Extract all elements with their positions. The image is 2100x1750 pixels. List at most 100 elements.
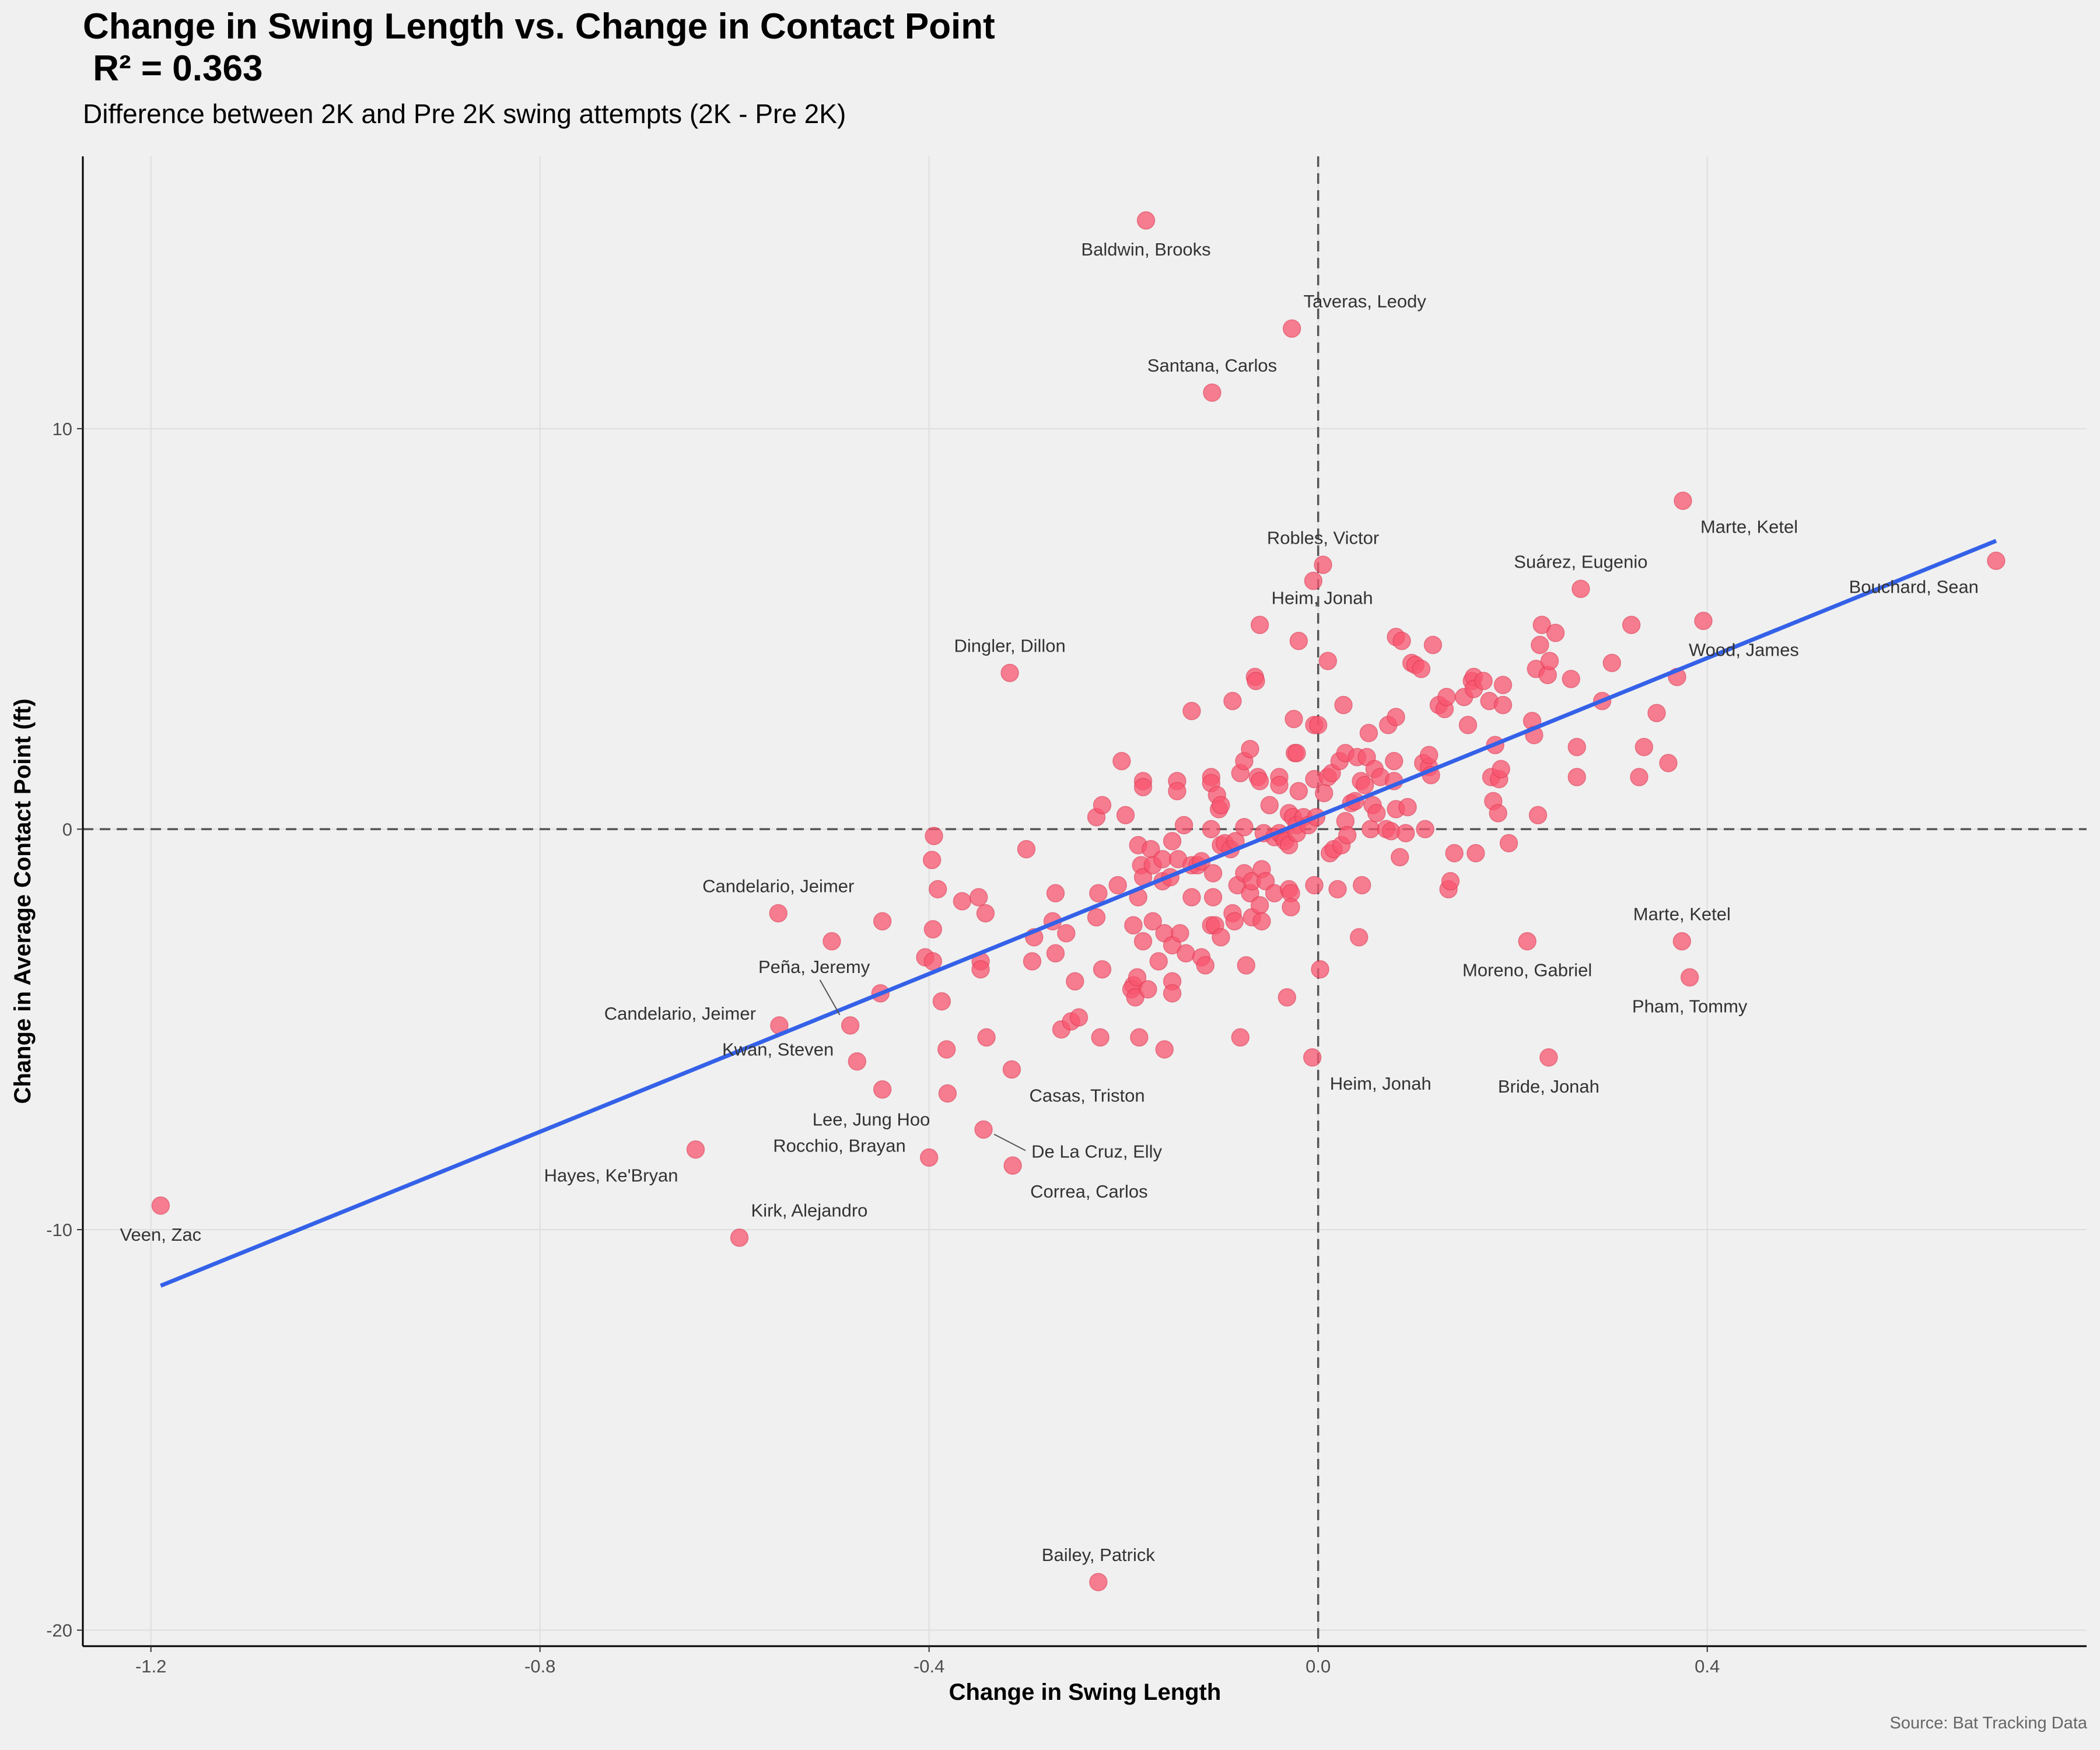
data-point bbox=[1349, 928, 1368, 947]
data-point bbox=[1338, 825, 1357, 845]
data-point bbox=[1163, 984, 1182, 1003]
data-point bbox=[1093, 796, 1112, 814]
data-point bbox=[1171, 924, 1189, 943]
data-point bbox=[1069, 1008, 1088, 1027]
labeled-data-point bbox=[974, 1120, 993, 1139]
data-point bbox=[1203, 864, 1223, 883]
data-point bbox=[1396, 824, 1415, 843]
labeled-data-point bbox=[1003, 1156, 1022, 1175]
data-point bbox=[1437, 688, 1456, 706]
labeled-data-point bbox=[1282, 319, 1301, 338]
data-point bbox=[1532, 615, 1551, 635]
labeled-data-point bbox=[1674, 491, 1692, 510]
data-point bbox=[1133, 778, 1153, 797]
data-point bbox=[1334, 695, 1353, 715]
data-point bbox=[969, 888, 988, 907]
data-point bbox=[1314, 783, 1334, 803]
labeled-data-point bbox=[730, 1228, 749, 1247]
data-point bbox=[1546, 624, 1565, 642]
labeled-data-point bbox=[938, 1084, 957, 1103]
point-label: De La Cruz, Elly bbox=[1031, 1141, 1162, 1161]
y-axis-ticks: -20 -10 0 10 bbox=[46, 419, 83, 1641]
data-point bbox=[1182, 888, 1201, 907]
data-point bbox=[1311, 960, 1329, 979]
data-point bbox=[1489, 804, 1507, 822]
data-point bbox=[1091, 1028, 1110, 1047]
data-point bbox=[1634, 737, 1654, 757]
data-point bbox=[1203, 888, 1223, 907]
data-point bbox=[1023, 952, 1042, 971]
data-point bbox=[1260, 796, 1279, 814]
labeled-data-point bbox=[1672, 932, 1692, 951]
data-point bbox=[922, 850, 942, 870]
data-point bbox=[1196, 956, 1215, 975]
data-point bbox=[1250, 896, 1269, 915]
data-point bbox=[1116, 806, 1135, 825]
data-point bbox=[1385, 751, 1404, 771]
data-point bbox=[1659, 754, 1678, 772]
labeled-data-point bbox=[1987, 551, 2006, 570]
y-tick-label: 0 bbox=[62, 819, 72, 839]
data-point bbox=[1567, 737, 1586, 757]
point-label: Kirk, Alejandro bbox=[751, 1200, 868, 1221]
data-point bbox=[1143, 912, 1162, 931]
data-point bbox=[1355, 776, 1374, 794]
data-point bbox=[1225, 912, 1244, 931]
data-point bbox=[1087, 908, 1106, 927]
data-point bbox=[971, 960, 990, 979]
data-point bbox=[873, 912, 892, 931]
data-point bbox=[1128, 968, 1147, 987]
x-tick-label: -0.8 bbox=[524, 1656, 555, 1676]
data-point bbox=[1093, 960, 1112, 979]
point-label: Casas, Triston bbox=[1029, 1085, 1144, 1105]
data-point bbox=[1445, 844, 1464, 863]
data-point bbox=[1412, 660, 1431, 678]
point-label: Peña, Jeremy bbox=[758, 957, 870, 977]
data-point bbox=[1287, 744, 1306, 762]
data-point bbox=[1305, 876, 1324, 895]
data-point bbox=[822, 932, 841, 951]
data-point bbox=[1252, 912, 1271, 931]
data-point bbox=[1278, 988, 1297, 1007]
point-label: Marte, Ketel bbox=[1633, 904, 1731, 925]
point-label: Taveras, Leody bbox=[1304, 291, 1427, 312]
data-point bbox=[923, 920, 943, 939]
data-point bbox=[1046, 944, 1065, 963]
point-label: Candelario, Jeimer bbox=[604, 1003, 756, 1024]
data-point bbox=[1387, 708, 1405, 726]
x-tick-label: -1.2 bbox=[135, 1656, 166, 1676]
point-label: Candelario, Jeimer bbox=[702, 876, 854, 897]
data-point bbox=[1237, 956, 1256, 975]
point-label: Moreno, Gabriel bbox=[1462, 960, 1592, 981]
source-caption: Source: Bat Tracking Data bbox=[1889, 1714, 2088, 1732]
data-point bbox=[873, 1080, 892, 1099]
chart-title: Change in Swing Length vs. Change in Con… bbox=[83, 6, 995, 89]
data-point bbox=[932, 992, 951, 1011]
data-point bbox=[976, 904, 995, 923]
point-label: Bouchard, Sean bbox=[1849, 576, 1979, 597]
data-point bbox=[1112, 751, 1131, 771]
labeled-data-point bbox=[848, 1052, 867, 1071]
data-point bbox=[1250, 772, 1269, 790]
data-point bbox=[1694, 611, 1713, 631]
data-point bbox=[1458, 716, 1478, 734]
data-point bbox=[1420, 746, 1438, 765]
label-leader-line bbox=[993, 1133, 1026, 1152]
data-point bbox=[1531, 635, 1549, 654]
x-tick-label: -0.4 bbox=[914, 1656, 944, 1676]
point-label: Kwan, Steven bbox=[722, 1040, 834, 1060]
label-leader-line bbox=[819, 979, 841, 1016]
data-point bbox=[1089, 884, 1108, 903]
data-point bbox=[1622, 615, 1641, 635]
data-point bbox=[1474, 671, 1493, 691]
labeled-data-point bbox=[1000, 663, 1019, 682]
data-point bbox=[1153, 850, 1172, 869]
point-labels: Baldwin, Brooks Taveras, Leody Santana, Ca… bbox=[120, 239, 1979, 1565]
x-axis-ticks: -1.2 -0.8 -0.4 0.0 0.4 bbox=[135, 1646, 1720, 1676]
data-point bbox=[1647, 704, 1666, 723]
data-point bbox=[1223, 691, 1242, 710]
data-point bbox=[1133, 932, 1153, 951]
data-point bbox=[1235, 818, 1254, 836]
labeled-data-point bbox=[919, 1148, 939, 1167]
data-point bbox=[1567, 768, 1586, 786]
